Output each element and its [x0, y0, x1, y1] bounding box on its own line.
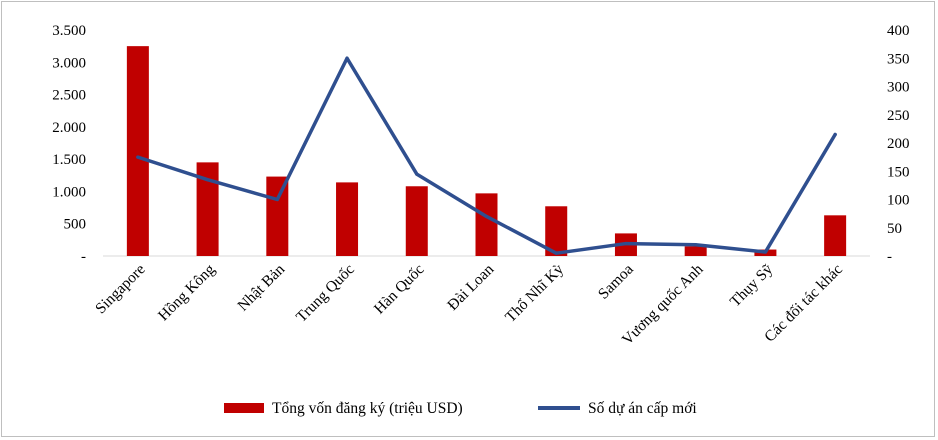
y-right-tick-label: 400: [887, 23, 910, 39]
y-right-tick-label: 200: [887, 136, 910, 152]
line-point: [554, 251, 558, 255]
y-left-tick-label: 1.000: [52, 184, 86, 200]
line-point: [205, 178, 210, 182]
bar: [336, 182, 359, 256]
bar-series: [126, 46, 847, 257]
legend-bar-swatch: [224, 403, 264, 413]
x-tick-label: Trung Quốc: [293, 261, 358, 326]
legend-line-label: Số dự án cấp mới: [588, 400, 697, 417]
line-point: [624, 241, 628, 246]
y-right-tick-label: 50: [887, 221, 902, 237]
y-axis-right: - 50 100 150 200 250 300 350 400: [887, 23, 910, 265]
bar: [196, 162, 219, 256]
x-tick-label: Hồng Kông: [155, 261, 219, 325]
bar: [545, 206, 568, 256]
line-point: [833, 132, 837, 137]
bar: [126, 46, 149, 257]
y-right-tick-label: 150: [887, 164, 910, 180]
line-series: [136, 56, 837, 255]
bar: [684, 246, 707, 256]
line-point: [345, 56, 349, 60]
y-left-tick-label: -: [81, 249, 86, 265]
bar: [475, 193, 498, 256]
x-tick-label: Nhật Bản: [234, 261, 288, 315]
y-right-tick-label: 300: [887, 80, 910, 96]
x-tick-label: Samoa: [595, 261, 637, 303]
bar: [266, 176, 289, 256]
bar: [824, 215, 847, 256]
y-right-tick-label: 350: [887, 51, 910, 67]
line-point: [415, 172, 419, 176]
x-tick-label: Thổ Nhĩ Kỳ: [502, 261, 567, 326]
x-tick-label: Thụy Sỹ: [727, 261, 777, 311]
y-right-tick-label: -: [887, 249, 892, 265]
line-point: [763, 250, 768, 254]
y-left-tick-label: 2.000: [52, 120, 86, 136]
y-left-tick-label: 3.000: [52, 55, 86, 71]
y-left-tick-label: 3.500: [52, 23, 86, 39]
x-tick-label: Đài Loan: [444, 261, 497, 314]
legend-bar-label: Tổng vốn đăng ký (triệu USD): [272, 400, 463, 417]
line-point: [275, 197, 279, 202]
line-point: [136, 155, 140, 159]
x-tick-label: Singapore: [92, 261, 149, 318]
y-right-tick-label: 250: [887, 108, 910, 124]
y-right-tick-label: 100: [887, 193, 910, 209]
x-axis-labels: Singapore Hồng Kông Nhật Bản Trung Quốc Hàn …: [92, 261, 846, 349]
y-axis-left: - 500 1.000 1.500 2.000 2.500 3.000 3.500: [52, 23, 86, 265]
line-point: [484, 214, 489, 219]
y-left-tick-label: 2.500: [52, 88, 86, 104]
line-point: [694, 243, 698, 247]
y-left-tick-label: 1.500: [52, 152, 86, 168]
x-tick-label: Hàn Quốc: [371, 261, 428, 318]
y-left-tick-label: 500: [64, 217, 87, 233]
bar: [405, 186, 428, 256]
legend: Tổng vốn đăng ký (triệu USD) Số dự án cấ…: [224, 400, 697, 417]
